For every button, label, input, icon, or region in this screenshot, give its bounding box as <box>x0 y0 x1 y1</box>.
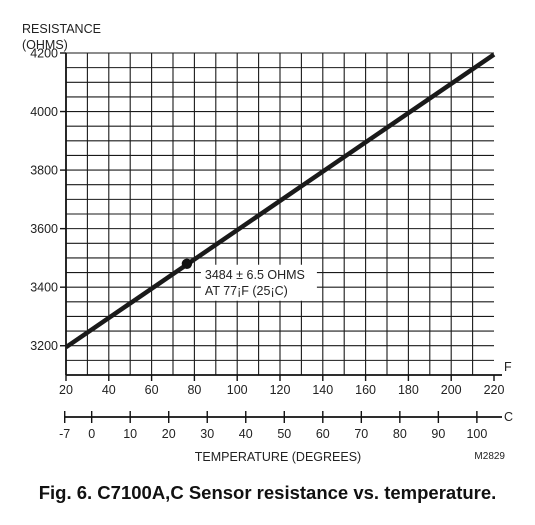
x-tick-label-f: 80 <box>187 383 201 397</box>
x-axis-title: TEMPERATURE (DEGREES) <box>195 450 361 464</box>
x-tick-label-c: 0 <box>88 427 95 441</box>
x-axis-celsius: -7 0 10 20 30 40 50 60 70 80 90 100 C <box>59 410 513 441</box>
chart-grid <box>66 52 494 375</box>
series-line <box>64 52 496 350</box>
figure-caption: Fig. 6. C7100A,C Sensor resistance vs. t… <box>38 482 497 503</box>
x-tick-label-c: 100 <box>466 427 487 441</box>
y-tick-label: 3800 <box>30 164 58 178</box>
y-axis: 3200 3400 3600 3800 4000 4200 <box>30 47 66 353</box>
x-tick-label-f: 60 <box>145 383 159 397</box>
x-tick-label-c: 20 <box>162 427 176 441</box>
y-tick-label: 3400 <box>30 281 58 295</box>
x-tick-label-f: 220 <box>484 383 505 397</box>
chart-frame <box>65 53 502 376</box>
x-tick-label-c: 60 <box>316 427 330 441</box>
x-tick-label-f: 40 <box>102 383 116 397</box>
annotation: 3484 ± 6.5 OHMS AT 77¡F (25¡C) <box>181 258 317 301</box>
x-tick-label-f: 20 <box>59 383 73 397</box>
annotation-point <box>181 258 193 269</box>
labels: RESISTANCE (OHMS) TEMPERATURE (DEGREES) M28… <box>22 22 505 464</box>
annotation-background <box>200 264 317 301</box>
y-tick-label: 4000 <box>30 105 58 119</box>
x-tick-label-c: -7 <box>59 427 70 441</box>
x-unit-f: F <box>504 360 512 374</box>
x-tick-label-c: 70 <box>354 427 368 441</box>
y-axis-title: RESISTANCE <box>22 22 101 36</box>
x-axis-fahrenheit: 20 40 60 80 100 120 140 160 180 200 220 F <box>59 360 512 397</box>
annotation-text: AT 77¡F (25¡C) <box>205 284 288 298</box>
x-tick-label-c: 30 <box>200 427 214 441</box>
y-tick-label: 3200 <box>30 339 58 353</box>
annotation-text: 3484 ± 6.5 OHMS <box>205 268 305 282</box>
x-tick-label-f: 140 <box>312 383 333 397</box>
x-unit-c: C <box>504 410 513 424</box>
x-tick-label-c: 90 <box>431 427 445 441</box>
figure-code: M2829 <box>474 451 505 462</box>
x-tick-label-c: 80 <box>393 427 407 441</box>
y-tick-label: 4200 <box>30 47 58 61</box>
y-axis-title: (OHMS) <box>22 38 68 52</box>
x-tick-label-f: 180 <box>398 383 419 397</box>
x-tick-label-f: 160 <box>355 383 376 397</box>
x-tick-label-c: 50 <box>277 427 291 441</box>
x-tick-label-c: 10 <box>123 427 137 441</box>
resistance-curve <box>64 52 496 350</box>
x-tick-label-c: 40 <box>239 427 253 441</box>
x-tick-label-f: 120 <box>270 383 291 397</box>
y-tick-label: 3600 <box>30 222 58 236</box>
x-tick-label-f: 200 <box>441 383 462 397</box>
x-tick-label-f: 100 <box>227 383 248 397</box>
